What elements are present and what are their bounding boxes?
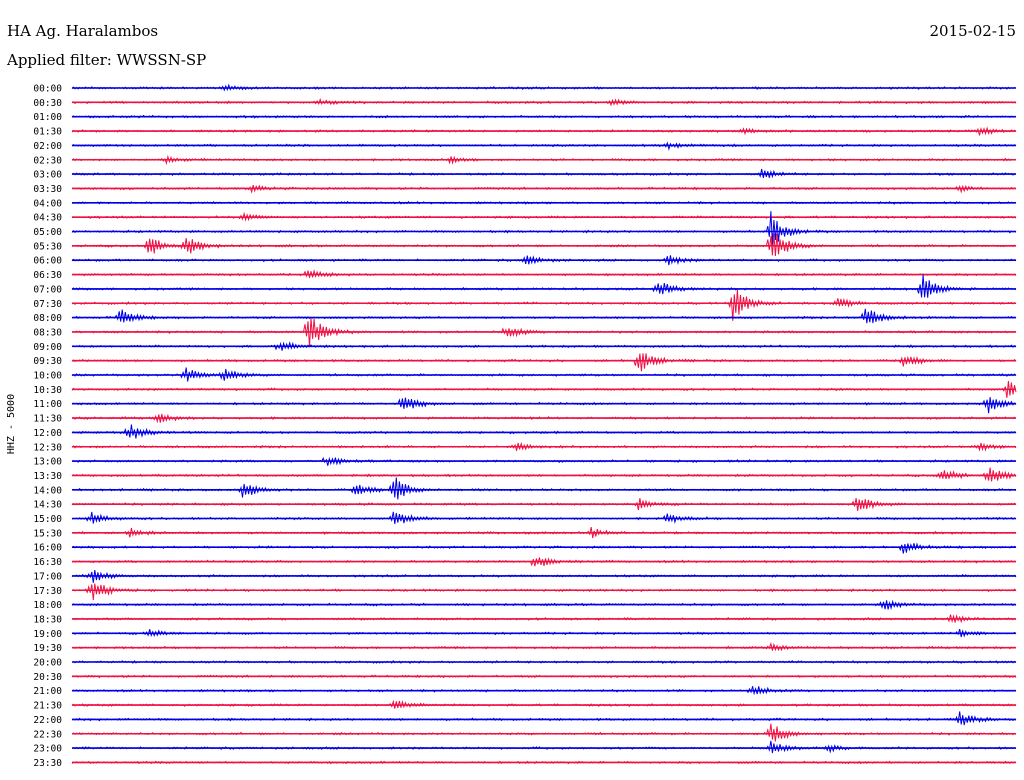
time-label: 05:00 bbox=[33, 227, 62, 238]
time-label: 13:00 bbox=[33, 457, 62, 468]
trace-line bbox=[71, 274, 1017, 298]
time-label: 23:00 bbox=[33, 744, 62, 755]
time-label: 03:30 bbox=[33, 184, 62, 195]
time-label: 14:00 bbox=[33, 485, 62, 496]
time-label: 02:30 bbox=[33, 155, 62, 166]
time-label: 12:00 bbox=[33, 428, 62, 439]
time-tick-labels: 00:00 00:30 01:00 01:30 02:00 02:30 03:00 03:30… bbox=[33, 84, 62, 769]
trace-line bbox=[71, 542, 1017, 554]
time-label: 03:00 bbox=[33, 170, 62, 181]
time-label: 20:30 bbox=[33, 672, 62, 683]
station-title: HA Ag. Haralambos bbox=[7, 22, 159, 40]
time-label: 21:30 bbox=[33, 701, 62, 712]
time-label: 06:30 bbox=[33, 270, 62, 281]
trace-lines bbox=[71, 83, 1017, 765]
time-label: 18:00 bbox=[33, 600, 62, 611]
time-label: 16:30 bbox=[33, 557, 62, 568]
time-label: 04:00 bbox=[33, 198, 62, 209]
time-label: 11:30 bbox=[33, 414, 62, 425]
trace-line bbox=[71, 740, 1017, 754]
time-label: 01:30 bbox=[33, 127, 62, 138]
time-label: 22:30 bbox=[33, 729, 62, 740]
trace-line bbox=[71, 308, 1017, 324]
time-label: 12:30 bbox=[33, 442, 62, 453]
time-label: 15:30 bbox=[33, 528, 62, 539]
trace-line bbox=[71, 711, 1017, 726]
trace-line bbox=[71, 397, 1017, 414]
time-label: 01:00 bbox=[33, 112, 62, 123]
filter-label: Applied filter: WWSSN-SP bbox=[7, 51, 207, 69]
trace-line bbox=[71, 467, 1017, 482]
trace-line bbox=[71, 424, 1017, 439]
time-label: 17:00 bbox=[33, 571, 62, 582]
time-label: 15:00 bbox=[33, 514, 62, 525]
trace-line bbox=[71, 233, 1017, 257]
time-label: 21:00 bbox=[33, 686, 62, 697]
date-label: 2015-02-15 bbox=[929, 22, 1016, 40]
time-label: 14:30 bbox=[33, 500, 62, 511]
time-label: 13:30 bbox=[33, 471, 62, 482]
time-label: 02:00 bbox=[33, 141, 62, 152]
time-label: 00:00 bbox=[33, 84, 62, 95]
trace-line bbox=[71, 353, 1017, 372]
trace-line bbox=[71, 723, 1017, 742]
time-label: 00:30 bbox=[33, 98, 62, 109]
trace-line bbox=[71, 289, 1017, 321]
time-label: 07:00 bbox=[33, 284, 62, 295]
time-label: 09:30 bbox=[33, 356, 62, 367]
time-label: 19:30 bbox=[33, 643, 62, 654]
time-label: 18:30 bbox=[33, 614, 62, 625]
y-axis-label: HHZ - 5000 bbox=[6, 394, 17, 454]
time-label: 10:00 bbox=[33, 371, 62, 382]
time-label: 08:00 bbox=[33, 313, 62, 324]
time-label: 16:00 bbox=[33, 543, 62, 554]
trace-line bbox=[71, 477, 1017, 500]
time-label: 04:30 bbox=[33, 213, 62, 224]
time-label: 06:00 bbox=[33, 256, 62, 267]
time-label: 17:30 bbox=[33, 586, 62, 597]
trace-line bbox=[71, 583, 1017, 600]
time-label: 19:00 bbox=[33, 629, 62, 640]
time-label: 11:00 bbox=[33, 399, 62, 410]
time-label: 07:30 bbox=[33, 299, 62, 310]
trace-line bbox=[71, 211, 1017, 245]
time-label: 22:00 bbox=[33, 715, 62, 726]
time-label: 10:30 bbox=[33, 385, 62, 396]
time-label: 23:30 bbox=[33, 758, 62, 769]
time-label: 09:00 bbox=[33, 342, 62, 353]
time-label: 08:30 bbox=[33, 327, 62, 338]
time-label: 05:30 bbox=[33, 241, 62, 252]
time-label: 20:00 bbox=[33, 658, 62, 669]
